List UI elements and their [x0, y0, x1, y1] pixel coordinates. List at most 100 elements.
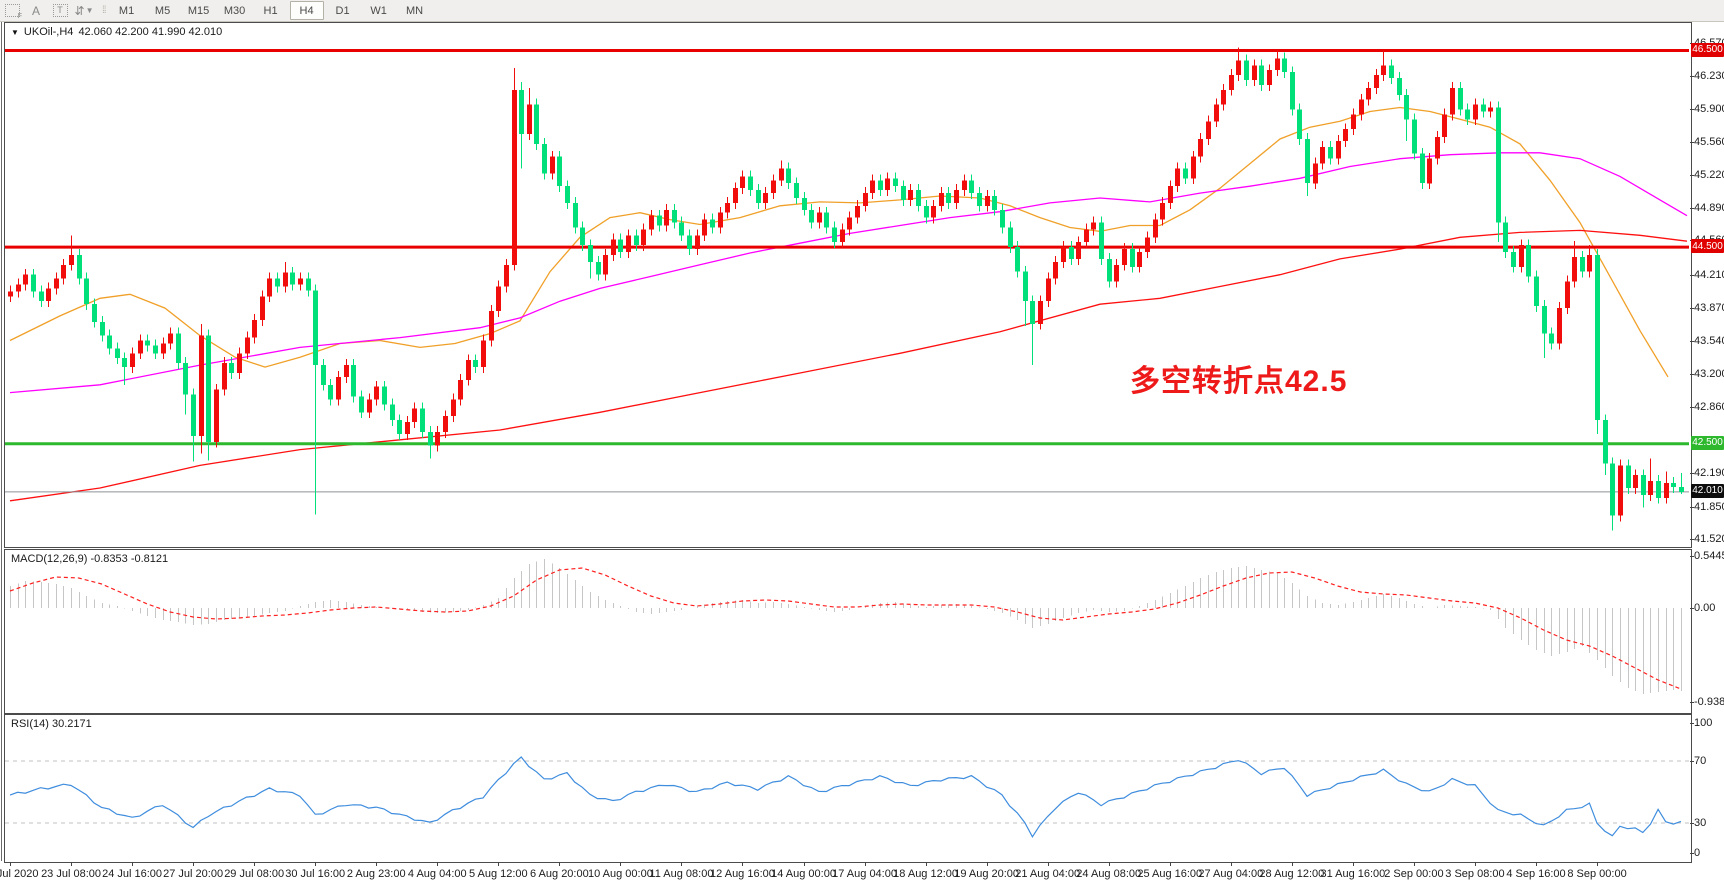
macd-plot[interactable] — [5, 550, 1689, 711]
price-tick-label: 42.860 — [1694, 401, 1724, 414]
time-tick-mark — [1291, 862, 1293, 866]
time-label: 24 Aug 08:00 — [1076, 868, 1142, 880]
time-tick-mark — [71, 862, 73, 866]
macd-tick-dash — [1690, 701, 1694, 703]
ma-fast-orange — [9, 106, 1669, 378]
time-label: 6 Aug 20:00 — [529, 868, 589, 880]
rsi-panel[interactable]: RSI(14) 30.2171 — [4, 714, 1692, 863]
timeframe-button-MN[interactable]: MN — [406, 4, 424, 17]
price-tick-dash — [1690, 407, 1694, 409]
time-label: 28 Aug 12:00 — [1259, 868, 1325, 880]
macd-panel[interactable]: MACD(12,26,9) -0.8353 -0.8121 — [4, 549, 1692, 714]
time-tick-mark — [1597, 862, 1599, 866]
timeframe-button-H4[interactable]: H4 — [289, 1, 324, 20]
time-tick-mark — [1352, 862, 1354, 866]
time-tick-mark — [864, 862, 866, 866]
chart-header: ▼ UKOil-,H4 42.060 42.200 41.990 42.010 — [11, 26, 222, 38]
time-label: 2 Aug 23:00 — [346, 868, 406, 880]
timeframe-button-M15[interactable]: M15 — [187, 4, 210, 17]
time-label: 24 Jul 16:00 — [102, 868, 163, 880]
price-tick-label: 43.200 — [1694, 367, 1724, 380]
time-label: 14 Aug 00:00 — [771, 868, 836, 880]
price-badge-44.500: 44.500 — [1691, 239, 1724, 254]
time-tick-mark — [376, 862, 378, 866]
price-tick-dash — [1690, 175, 1694, 177]
macd-signal-line — [9, 567, 1682, 690]
text-tool-icon[interactable]: T — [48, 1, 72, 20]
timeframe-button-M1[interactable]: M1 — [118, 4, 135, 17]
price-tick-label: 44.210 — [1694, 268, 1724, 281]
time-tick-mark — [254, 862, 256, 866]
time-label: 10 Aug 00:00 — [587, 868, 653, 880]
time-label: 30 Jul 16:00 — [285, 868, 346, 880]
rsi-tick-label: 0 — [1694, 847, 1701, 859]
time-label: 17 Aug 04:00 — [832, 868, 897, 880]
price-tick-label: 42.190 — [1694, 467, 1724, 480]
time-tick-mark — [1474, 862, 1476, 866]
timeframe-button-D1[interactable]: D1 — [335, 4, 350, 17]
main-chart-panel[interactable]: ▼ UKOil-,H4 42.060 42.200 41.990 42.010 — [4, 22, 1692, 548]
time-label: 27 Jul 20:00 — [163, 868, 224, 880]
rsi-tick-dash — [1690, 761, 1694, 762]
timeframe-button-W1[interactable]: W1 — [370, 4, 387, 17]
price-tick-label: 45.900 — [1694, 102, 1724, 115]
time-tick-mark — [1047, 862, 1049, 866]
cycle-arrows-icon[interactable]: ⇵ ▼ — [74, 3, 94, 18]
price-tick-dash — [1690, 274, 1694, 276]
time-tick-mark — [437, 862, 439, 866]
macd-tick-dash — [1690, 608, 1694, 609]
macd-tick-label: 0.5445 — [1694, 550, 1724, 562]
rsi-plot[interactable] — [5, 715, 1689, 860]
macd-label: MACD(12,26,9) -0.8353 -0.8121 — [11, 553, 169, 565]
price-badge-42.010: 42.010 — [1691, 483, 1724, 498]
time-label: 8 Sep 00:00 — [1567, 868, 1627, 880]
price-tick-label: 44.890 — [1694, 201, 1724, 214]
price-tick-dash — [1690, 340, 1694, 342]
rsi-tick-dash — [1690, 853, 1694, 854]
time-label: 25 Aug 16:00 — [1137, 868, 1203, 880]
time-label: 19 Aug 20:00 — [954, 868, 1020, 880]
rsi-tick-label: 70 — [1694, 755, 1707, 767]
candlestick-plot[interactable] — [5, 23, 1689, 545]
rsi-label: RSI(14) 30.2171 — [11, 718, 92, 730]
time-tick-mark — [1108, 862, 1110, 866]
time-label: 27 Aug 04:00 — [1198, 868, 1264, 880]
time-label: 21 Aug 04:00 — [1015, 868, 1081, 880]
time-tick-mark — [925, 862, 927, 866]
toolbar-grip: ⁞⁞ — [102, 5, 106, 16]
time-tick-mark — [559, 862, 561, 866]
price-tick-dash — [1690, 76, 1694, 78]
time-tick-mark — [986, 862, 988, 866]
chart-window-icon[interactable]: F — [0, 1, 24, 20]
timeframe-button-group: M1 M5 M15 M30 H1 H4 D1 W1 MN — [109, 1, 433, 20]
timeframe-button-M30[interactable]: M30 — [223, 4, 246, 17]
time-label: 23 Jul 08:00 — [41, 868, 101, 880]
time-tick-mark — [10, 862, 11, 866]
time-label: 4 Aug 04:00 — [407, 868, 467, 880]
time-label: 29 Jul 08:00 — [224, 868, 285, 880]
price-tick-dash — [1690, 108, 1694, 110]
time-tick-mark — [132, 862, 134, 866]
time-tick-mark — [315, 862, 317, 866]
letter-a-icon[interactable]: A — [31, 3, 40, 18]
collapse-triangle-icon[interactable]: ▼ — [11, 27, 19, 37]
price-tick-dash — [1690, 141, 1694, 143]
time-tick-mark — [742, 862, 744, 866]
price-tick-dash — [1690, 308, 1694, 310]
price-tick-dash — [1690, 207, 1694, 209]
time-tick-mark — [498, 862, 500, 866]
rsi-tick-label: 30 — [1694, 817, 1707, 829]
timeframe-button-H1[interactable]: H1 — [263, 4, 278, 17]
timeframe-button-M5[interactable]: M5 — [154, 4, 171, 17]
rsi-tick-label: 100 — [1694, 717, 1713, 729]
time-tick-mark — [1413, 862, 1415, 866]
price-badge-46.500: 46.500 — [1691, 42, 1724, 57]
price-tick-label: 43.870 — [1694, 302, 1724, 315]
time-tick-mark — [1536, 862, 1537, 866]
price-badge-42.500: 42.500 — [1691, 435, 1724, 450]
macd-tick-label: 0.00 — [1694, 602, 1716, 614]
price-tick-label: 45.220 — [1694, 169, 1724, 182]
top-toolbar: F A T ⇵ ▼ ⁞⁞ M1 M5 M15 M30 H1 H4 D1 W1 MN — [0, 0, 1724, 22]
time-label: 2 Sep 00:00 — [1384, 868, 1444, 880]
